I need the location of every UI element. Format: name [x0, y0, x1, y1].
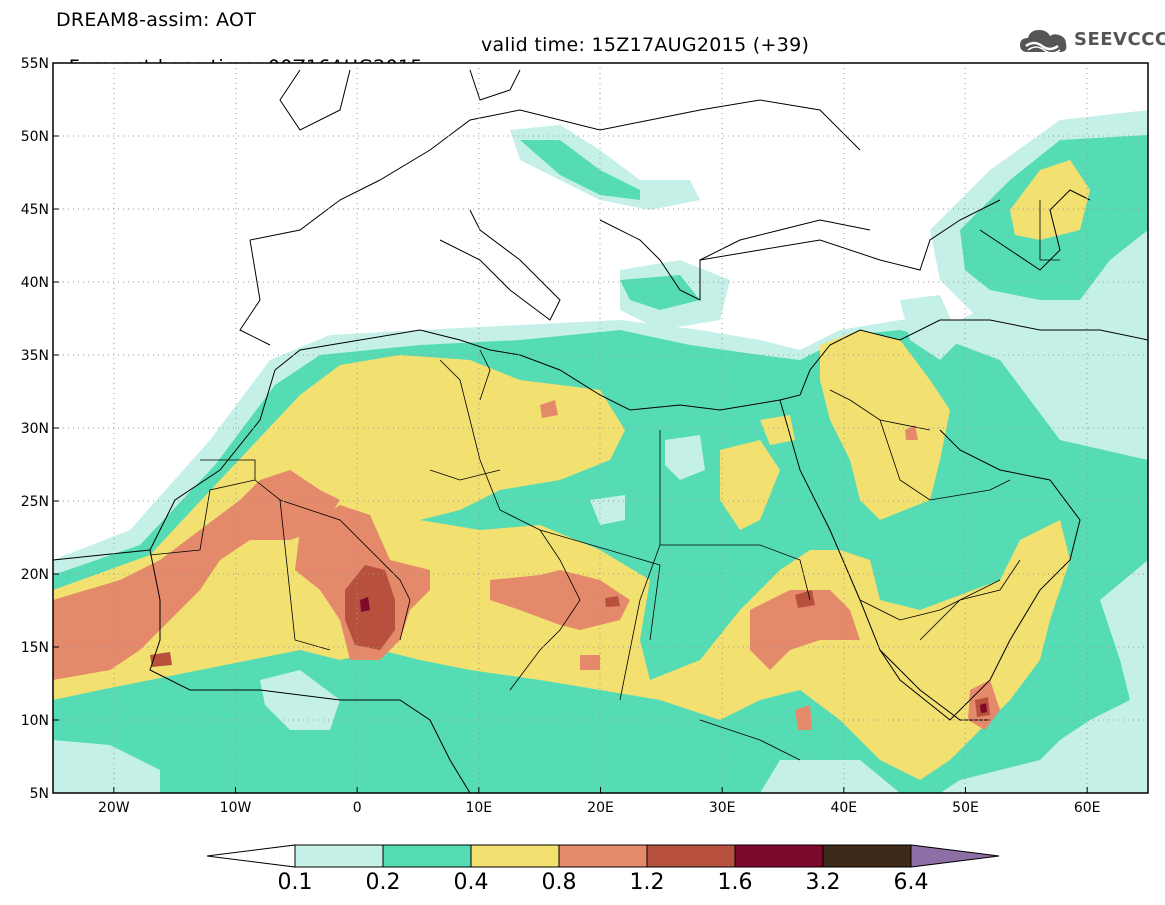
colorbar-label: 3.2 [805, 870, 841, 895]
lat-tick-label: 35N [21, 348, 49, 364]
colorbar-label: 1.6 [717, 870, 753, 895]
lon-tick-label: 20E [587, 800, 614, 816]
colorbar-segment [646, 844, 736, 868]
coastlines [53, 69, 1148, 793]
logo-text: SEEVCCC [1074, 29, 1165, 50]
aot-level-1.6 [360, 597, 987, 713]
colorbar [206, 844, 1000, 868]
colorbar-label: 0.8 [541, 870, 577, 895]
gridlines [53, 63, 1148, 793]
seevccc-logo: SEEVCCC [1018, 26, 1165, 56]
colorbar-segment [558, 844, 648, 868]
map-title: DREAM8-assim: AOT [56, 9, 257, 31]
aot-level-0.4 [53, 160, 1090, 780]
lon-tick-label: 0 [353, 800, 362, 816]
lon-tick-label: 50E [952, 800, 979, 816]
lon-tick-label: 20W [98, 800, 130, 816]
lon-tick-label: 60E [1074, 800, 1101, 816]
lat-tick-label: 45N [21, 202, 49, 218]
lon-tick-label: 10W [220, 800, 252, 816]
latitude-labels: 55N 50N 45N 40N 35N 30N 25N 20N 15N 10N 5N [21, 56, 59, 802]
lon-tick-label: 30E [709, 800, 736, 816]
lat-tick-label: 50N [21, 129, 49, 145]
lat-tick-label: 5N [30, 786, 49, 802]
colorbar-max-triangle [910, 844, 1000, 868]
longitude-labels: 20W 10W 0 10E 20E 30E 40E 50E 60E [98, 787, 1101, 816]
lat-tick-label: 55N [21, 56, 49, 72]
aot-level-0.1-holes [53, 295, 1148, 793]
colorbar-segment [822, 844, 912, 868]
lat-tick-label: 30N [21, 421, 49, 437]
country-borders [149, 200, 1060, 761]
lat-tick-label: 20N [21, 567, 49, 583]
colorbar-segment [294, 844, 384, 868]
colorbar-segment [470, 844, 560, 868]
colorbar-segment [734, 844, 824, 868]
lat-tick-label: 10N [21, 713, 49, 729]
colorbar-min-triangle [206, 844, 296, 868]
aot-level-0.8 [53, 400, 1000, 730]
lat-tick-label: 15N [21, 640, 49, 656]
colorbar-label: 0.4 [453, 870, 489, 895]
valid-time: valid time: 15Z17AUG2015 (+39) [481, 34, 810, 56]
colorbar-label: 0.1 [277, 870, 313, 895]
colorbar-label: 0.2 [365, 870, 401, 895]
lat-tick-label: 40N [21, 275, 49, 291]
colorbar-label: 1.2 [629, 870, 665, 895]
cloud-icon [1020, 30, 1067, 54]
lon-tick-label: 40E [830, 800, 857, 816]
colorbar-label: 6.4 [893, 870, 929, 895]
colorbar-segment [382, 844, 472, 868]
lon-tick-label: 10E [465, 800, 492, 816]
lat-tick-label: 25N [21, 494, 49, 510]
aot-contours [53, 110, 1148, 793]
